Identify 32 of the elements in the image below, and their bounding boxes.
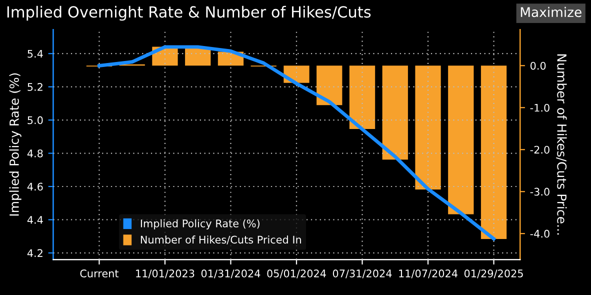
x-tick-label: 11/01/2023	[136, 270, 194, 278]
y2-tick-label: -4.0	[530, 230, 550, 238]
bar	[448, 66, 474, 214]
y2-axis-title: Number of Hikes/Cuts Price...	[556, 54, 567, 235]
y-axis-title: Implied Policy Rate (%)	[9, 73, 22, 216]
y-tick-label: 4.6	[27, 182, 43, 191]
x-tick-label: 01/29/2025	[464, 270, 523, 278]
y-tick-label: 4.8	[27, 150, 43, 158]
text: Maximize	[520, 6, 582, 18]
x-tick-label: Current	[80, 270, 119, 278]
bar	[382, 66, 408, 160]
y-tick-label: 5.4	[28, 50, 43, 58]
chart-title: Implied Overnight Rate & Number of Hikes/Cuts	[7, 6, 371, 21]
y2-tick-label: -2.0	[530, 146, 550, 154]
y-tick-label: 5.2	[28, 83, 42, 91]
y2-tick-label: -1.0	[530, 104, 550, 112]
y2-tick-label: -3.0	[530, 188, 550, 196]
legend-label: Number of Hikes/Cuts Priced In	[140, 236, 301, 244]
x-tick-label: 07/31/2024	[332, 270, 392, 278]
bar	[316, 66, 342, 106]
bar	[349, 66, 376, 130]
y-tick-label: 5.0	[28, 116, 43, 124]
x-tick-label: 05/01/2024	[267, 270, 326, 278]
x-tick-label: 11/07/2024	[399, 270, 458, 278]
y2-tick-label: 0.0	[530, 62, 546, 70]
bar	[480, 66, 507, 240]
bar	[415, 66, 441, 190]
y-tick-label: 4.4	[27, 216, 43, 224]
x-tick-label: 01/31/2024	[201, 270, 260, 278]
y-tick-label: 4.2	[27, 249, 42, 257]
legend-label: Implied Policy Rate (%)	[140, 219, 260, 230]
bar	[185, 48, 211, 66]
